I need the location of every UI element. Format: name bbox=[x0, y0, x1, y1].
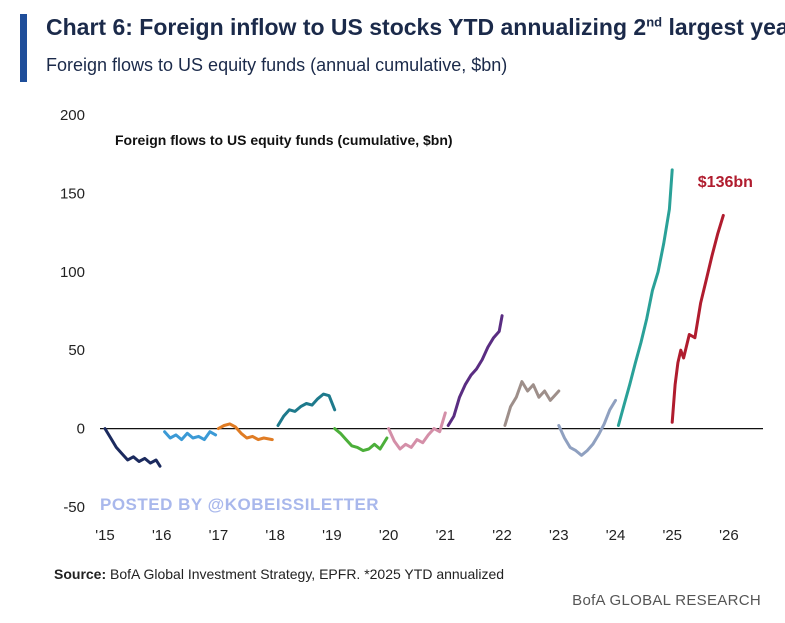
x-tick-label: '23 bbox=[549, 527, 569, 544]
y-tick-label: 100 bbox=[60, 264, 85, 281]
brand-label: BofA GLOBAL RESEARCH bbox=[572, 592, 761, 609]
series-line-2016 bbox=[163, 430, 218, 442]
x-tick-label: '24 bbox=[606, 527, 626, 544]
x-tick-label: '16 bbox=[152, 527, 172, 544]
x-tick-label: '15 bbox=[95, 527, 115, 544]
chart-subtitle: Foreign flows to US equity funds (annual… bbox=[46, 55, 508, 75]
x-tick-label: '19 bbox=[322, 527, 342, 544]
y-tick-label: -50 bbox=[63, 499, 85, 516]
y-tick-label: 50 bbox=[68, 342, 85, 359]
series-line-2019 bbox=[333, 427, 389, 453]
chart-title: Chart 6: Foreign inflow to US stocks YTD… bbox=[46, 14, 785, 40]
watermark: POSTED BY @KOBEISSILETTER bbox=[100, 495, 379, 514]
y-tick-label: 0 bbox=[77, 421, 85, 438]
series-line-2022 bbox=[503, 380, 561, 427]
x-axis-ticks: '15 '16 '17 '18 '19 '20 '21 '22 '23 '24 '25 '26 bbox=[95, 527, 739, 544]
value-annotation: $136bn bbox=[698, 174, 753, 191]
inner-chart-title: Foreign flows to US equity funds (cumula… bbox=[115, 132, 453, 148]
x-tick-label: '22 bbox=[492, 527, 512, 544]
x-tick-label: '20 bbox=[379, 527, 399, 544]
series-line-2020 bbox=[387, 411, 447, 451]
y-tick-label: 200 bbox=[60, 107, 85, 124]
y-axis-ticks: 200 150 100 50 0 -50 bbox=[60, 107, 85, 516]
series-line-2021 bbox=[446, 314, 504, 427]
x-tick-label: '25 bbox=[662, 527, 682, 544]
x-tick-label: '26 bbox=[719, 527, 739, 544]
series-line-2018 bbox=[276, 392, 337, 427]
x-tick-label: '18 bbox=[265, 527, 285, 544]
y-tick-label: 150 bbox=[60, 185, 85, 202]
series-lines bbox=[103, 168, 725, 468]
series-line-2023 bbox=[557, 398, 617, 457]
series-line-2025 bbox=[670, 213, 725, 424]
series-line-2024 bbox=[616, 168, 674, 427]
x-tick-label: '17 bbox=[209, 527, 229, 544]
source-note: Source: BofA Global Investment Strategy,… bbox=[54, 566, 505, 582]
series-line-2015 bbox=[103, 427, 162, 468]
series-line-2017 bbox=[216, 422, 274, 442]
x-tick-label: '21 bbox=[436, 527, 456, 544]
title-accent-bar bbox=[20, 14, 27, 82]
